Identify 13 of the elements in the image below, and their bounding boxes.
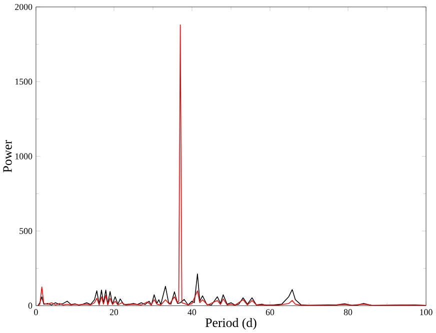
x-tick-label: 100 [420, 308, 432, 315]
y-tick-label: 1500 [15, 78, 32, 84]
x-tick-label: 40 [188, 308, 196, 315]
y-tick-label: 1000 [15, 153, 32, 160]
x-axis-title: Period (d) [205, 318, 256, 330]
x-tick-label: 0 [34, 308, 38, 315]
x-tick-label: 80 [344, 308, 352, 315]
x-tick-label: 60 [266, 308, 274, 315]
x-tick-label: 20 [110, 308, 118, 315]
y-axis-title: Power [3, 140, 12, 172]
y-tick-label: 2000 [15, 4, 32, 10]
y-tick-label: 500 [20, 228, 32, 234]
y-tick-label: 0 [28, 302, 32, 308]
